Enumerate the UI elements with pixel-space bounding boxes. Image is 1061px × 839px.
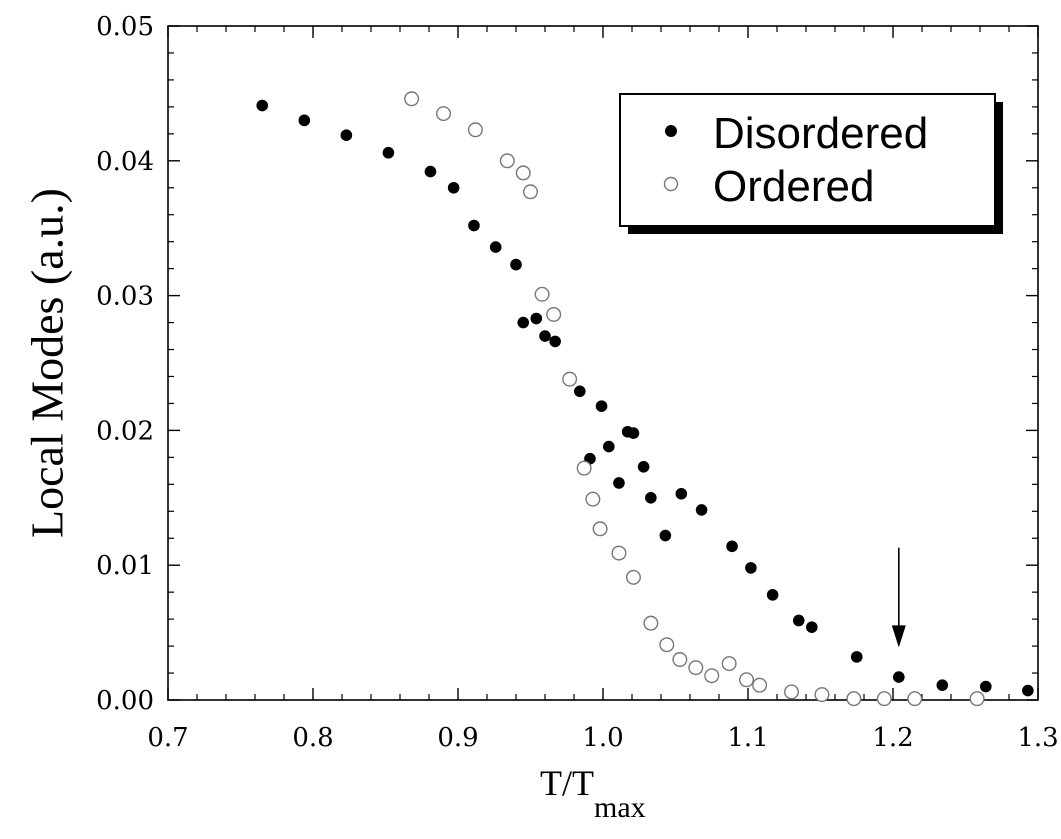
point-ordered <box>585 491 601 507</box>
point-disordered <box>447 181 460 194</box>
y-tick-label: 0.05 <box>96 12 154 42</box>
point-disordered <box>574 385 586 398</box>
ticks: 0.7 0.8 0.9 1.0 1.1 1.2 1.3 0.00 0.01 0.02 0.03 0.0… <box>96 12 1059 753</box>
point-disordered <box>850 651 863 663</box>
point-disordered <box>298 114 311 127</box>
point-ordered <box>534 286 550 302</box>
point-disordered <box>645 492 657 504</box>
point-disordered <box>468 219 480 232</box>
point-disordered <box>637 460 650 473</box>
point-ordered <box>784 684 800 700</box>
point-ordered <box>625 569 641 585</box>
y-tick-label: 0.00 <box>96 686 154 716</box>
point-disordered <box>745 562 757 574</box>
legend-marker-disordered <box>665 125 677 137</box>
point-disordered <box>613 477 625 489</box>
x-tick-label: 0.7 <box>147 723 188 753</box>
x-axis-title-main: T/T <box>540 763 594 803</box>
point-ordered <box>611 545 627 561</box>
point-ordered <box>643 615 659 631</box>
point-disordered <box>489 241 502 253</box>
y-axis-title: Local Modes (a.u.) <box>22 188 73 538</box>
legend-marker-ordered <box>663 176 679 192</box>
point-disordered <box>980 680 992 693</box>
x-tick-label: 1.2 <box>872 723 913 753</box>
point-disordered <box>806 621 818 634</box>
point-disordered <box>340 129 353 141</box>
point-disordered <box>539 330 551 342</box>
point-disordered <box>603 440 615 453</box>
point-ordered <box>876 691 892 707</box>
point-ordered <box>739 672 755 688</box>
annotation-arrow <box>891 547 906 648</box>
point-ordered <box>969 691 985 707</box>
point-ordered <box>546 306 562 322</box>
point-disordered <box>510 258 522 271</box>
x-tick-label: 0.8 <box>292 723 333 753</box>
point-ordered <box>846 691 862 707</box>
y-tick-label: 0.01 <box>96 551 154 581</box>
legend-label-ordered: Ordered <box>713 162 874 211</box>
y-tick-label: 0.03 <box>96 282 154 312</box>
point-disordered <box>256 99 269 112</box>
y-tick-label: 0.04 <box>96 147 154 177</box>
x-axis-title: T/Tmax <box>540 763 646 824</box>
point-ordered <box>562 371 578 387</box>
point-ordered <box>515 165 531 181</box>
point-disordered <box>893 671 905 683</box>
point-ordered <box>499 153 515 169</box>
point-ordered <box>659 637 675 653</box>
point-ordered <box>814 687 830 703</box>
point-ordered <box>576 460 592 476</box>
point-disordered <box>549 335 561 348</box>
point-ordered <box>721 656 737 672</box>
point-disordered <box>936 679 949 691</box>
x-tick-label: 1.3 <box>1017 723 1058 753</box>
point-ordered <box>907 691 923 707</box>
point-disordered <box>792 614 805 627</box>
point-disordered <box>517 316 530 329</box>
legend: Disordered Ordered <box>619 93 1003 234</box>
point-disordered <box>726 540 738 553</box>
point-ordered <box>592 521 608 537</box>
point-ordered <box>704 668 720 684</box>
point-disordered <box>530 312 543 325</box>
point-disordered <box>424 165 437 178</box>
legend-box <box>619 93 996 227</box>
point-ordered <box>752 677 768 693</box>
legend-label-disordered: Disordered <box>713 109 928 158</box>
x-axis-title-subscript: max <box>594 791 646 824</box>
point-ordered <box>672 652 688 668</box>
arrow-head <box>891 625 906 648</box>
x-tick-label: 0.9 <box>437 723 478 753</box>
point-ordered <box>523 184 539 200</box>
point-disordered <box>382 146 395 159</box>
point-disordered <box>1022 684 1034 697</box>
point-disordered <box>595 400 608 412</box>
point-ordered <box>436 106 452 122</box>
point-disordered <box>675 487 688 500</box>
point-disordered <box>695 504 708 516</box>
point-disordered <box>766 589 779 601</box>
point-disordered <box>659 529 672 542</box>
x-tick-label: 1.0 <box>582 723 623 753</box>
point-disordered <box>627 427 640 439</box>
y-tick-label: 0.02 <box>96 416 154 446</box>
point-ordered <box>688 660 704 676</box>
point-ordered <box>467 122 483 138</box>
x-tick-label: 1.1 <box>727 723 768 753</box>
point-ordered <box>404 91 420 107</box>
data-points <box>256 91 1034 707</box>
